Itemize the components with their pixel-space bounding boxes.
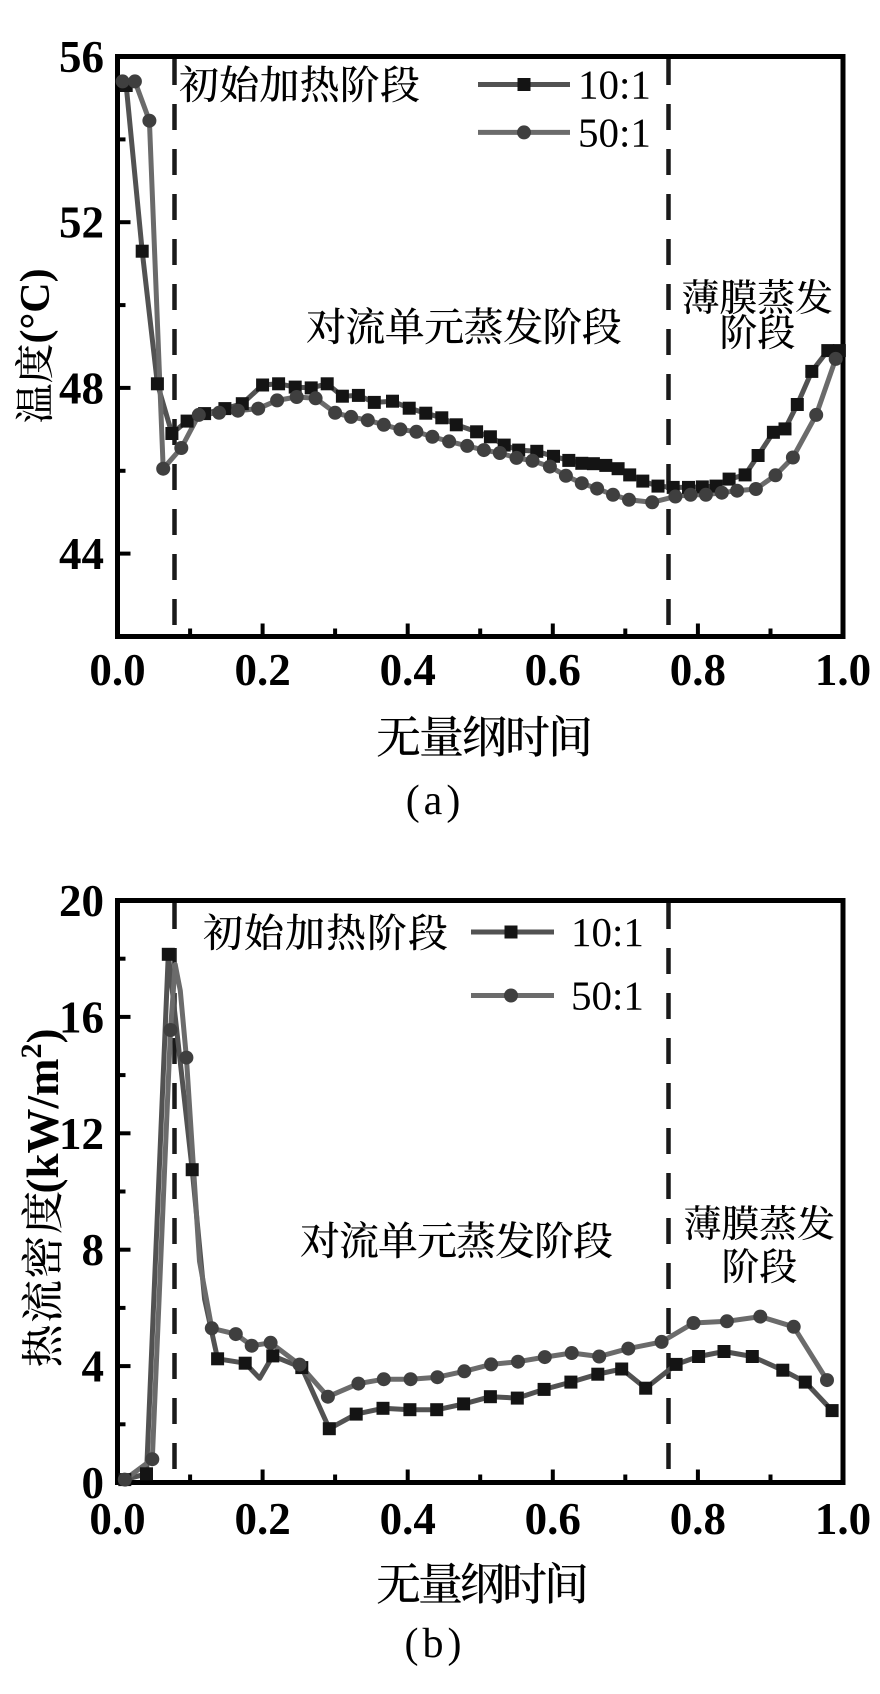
svg-text:10:1: 10:1 bbox=[571, 909, 644, 955]
svg-text:20: 20 bbox=[59, 876, 104, 926]
svg-text:0.8: 0.8 bbox=[670, 1494, 726, 1544]
svg-text:0: 0 bbox=[82, 1458, 105, 1508]
svg-text:(kW/m2): (kW/m2) bbox=[15, 1029, 68, 1194]
svg-text:0.2: 0.2 bbox=[234, 645, 290, 695]
svg-text:0.0: 0.0 bbox=[89, 1494, 145, 1544]
svg-text:8: 8 bbox=[82, 1225, 105, 1275]
svg-text:1.0: 1.0 bbox=[815, 1494, 871, 1544]
svg-text:50:1: 50:1 bbox=[571, 973, 644, 1019]
svg-text:48: 48 bbox=[59, 363, 104, 413]
svg-text:0.8: 0.8 bbox=[670, 645, 726, 695]
svg-text:0.6: 0.6 bbox=[525, 1494, 581, 1544]
svg-text:(a): (a) bbox=[406, 778, 465, 824]
svg-text:12: 12 bbox=[59, 1109, 104, 1159]
svg-text:56: 56 bbox=[59, 32, 104, 82]
svg-text:0.6: 0.6 bbox=[525, 645, 581, 695]
svg-text:(b): (b) bbox=[405, 1621, 466, 1667]
svg-text:0.4: 0.4 bbox=[380, 645, 436, 695]
svg-text:0.0: 0.0 bbox=[89, 645, 145, 695]
svg-text:0.2: 0.2 bbox=[234, 1494, 290, 1544]
svg-text:44: 44 bbox=[59, 529, 104, 579]
svg-text:50:1: 50:1 bbox=[578, 109, 651, 155]
svg-text:10:1: 10:1 bbox=[578, 62, 651, 108]
svg-text:1.0: 1.0 bbox=[815, 645, 871, 695]
svg-text:0.4: 0.4 bbox=[380, 1494, 436, 1544]
svg-text:52: 52 bbox=[59, 198, 104, 248]
svg-text:16: 16 bbox=[59, 992, 104, 1042]
svg-text:(°C): (°C) bbox=[13, 268, 59, 343]
svg-text:4: 4 bbox=[82, 1342, 105, 1392]
